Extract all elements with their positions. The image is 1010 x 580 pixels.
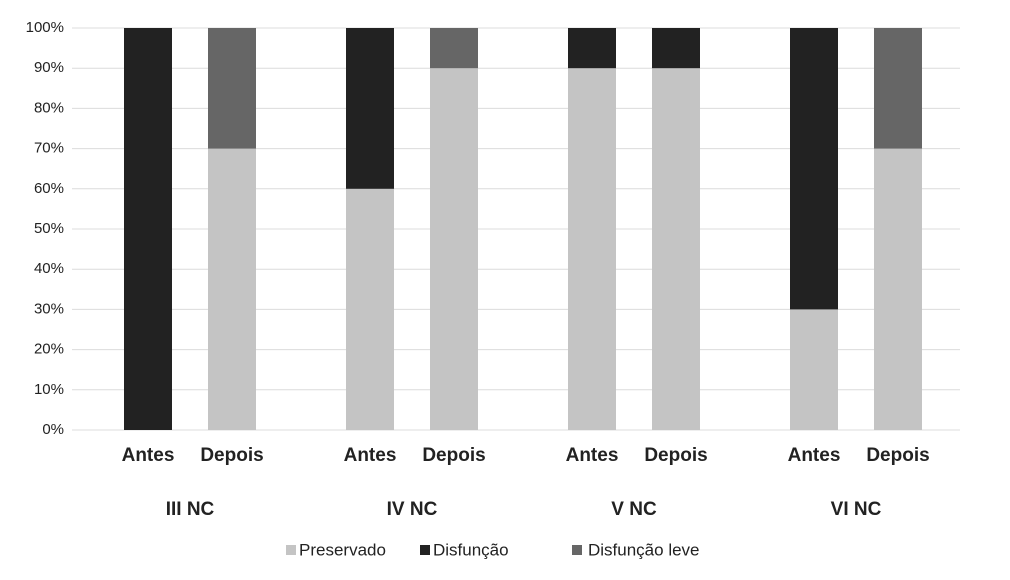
y-tick-label: 50%	[34, 220, 64, 237]
x-tick-label: Antes	[566, 445, 619, 466]
bar-segment	[430, 68, 478, 430]
x-tick-label: Depois	[200, 445, 263, 466]
bar-segment	[790, 309, 838, 430]
bar-segment	[208, 28, 256, 149]
x-tick-label: Antes	[122, 445, 175, 466]
bar-segment	[346, 28, 394, 189]
bar-segment	[790, 28, 838, 310]
y-tick-label: 90%	[34, 59, 64, 76]
group-label: V NC	[611, 499, 657, 520]
y-tick-label: 60%	[34, 180, 64, 197]
x-tick-label: Antes	[788, 445, 841, 466]
y-tick-label: 30%	[34, 300, 64, 317]
y-tick-label: 0%	[42, 421, 64, 438]
bar-segment	[568, 68, 616, 430]
legend-label: Disfunção leve	[588, 540, 700, 559]
x-tick-label: Depois	[422, 445, 485, 466]
bar-segment	[430, 28, 478, 69]
group-label: VI NC	[831, 499, 882, 520]
y-tick-label: 10%	[34, 381, 64, 398]
legend-swatch	[420, 545, 430, 555]
bar-segment	[208, 148, 256, 430]
x-tick-label: Depois	[644, 445, 707, 466]
legend-swatch	[572, 545, 582, 555]
bar-segment	[568, 28, 616, 69]
group-label: III NC	[166, 499, 215, 520]
x-tick-label: Antes	[344, 445, 397, 466]
bar-segment	[124, 28, 172, 430]
legend-swatch	[286, 545, 296, 555]
bar-segment	[652, 68, 700, 430]
y-tick-label: 80%	[34, 99, 64, 116]
legend-label: Preservado	[299, 540, 386, 559]
y-tick-label: 100%	[26, 19, 64, 36]
bar-segment	[874, 148, 922, 430]
y-tick-label: 40%	[34, 260, 64, 277]
x-tick-label: Depois	[866, 445, 929, 466]
group-label: IV NC	[387, 499, 438, 520]
y-tick-label: 70%	[34, 140, 64, 157]
bar-segment	[652, 28, 700, 69]
y-tick-label: 20%	[34, 341, 64, 358]
bar-segment	[874, 28, 922, 149]
bar-segment	[346, 188, 394, 430]
legend-label: Disfunção	[433, 540, 509, 559]
